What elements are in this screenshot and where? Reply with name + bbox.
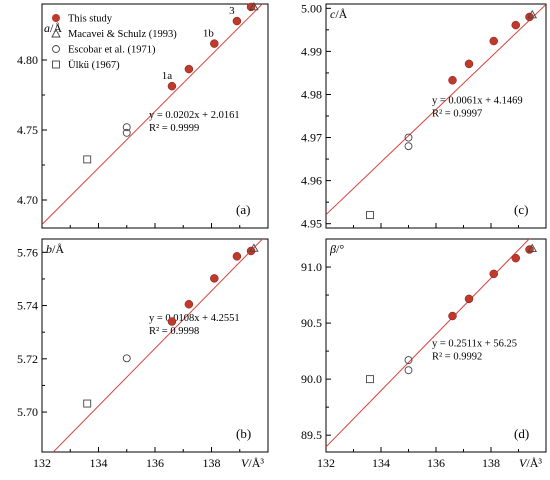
panel-a-point-escobar [122,123,131,132]
panel-a-ytick-label: 4.75 [17,123,38,137]
panel-d-point-this-study [489,269,498,279]
panel-d-r-squared: R² = 0.9992 [432,352,482,363]
panel-d-fit-line [326,239,530,448]
panel-b-xtick-label: 132 [33,456,51,470]
panel-d-y-axis-label: β/° [329,242,344,256]
panel-a-point-label: 4 [248,0,254,1]
panel-a: 4.70 4.75 4.80 a/Å y = 0.0202x + 2.0161 R² = … [17,0,269,229]
panel-b-point-this-study [184,299,194,309]
panel-c-point-this-study [448,75,457,85]
panel-a-point-label: 3 [229,5,235,17]
panel-c-fit-line [326,4,546,216]
panel-d-xtick-label: 138 [482,456,500,470]
panel-c-ytick-label: 4.98 [301,87,322,101]
panel-d-xtick-label: 132 [317,456,335,470]
panel-c-ytick-label: 4.95 [301,217,322,231]
panel-b-fit-line [52,239,264,452]
panel-b-ytick-label: 5.74 [17,299,38,313]
panel-a-ytick-label: 4.80 [17,53,38,67]
panel-d-point-ulku [366,375,374,384]
panel-c-ytick-label: 4.96 [301,174,322,188]
panel-a-point-ulku [83,155,92,164]
panel-d-ytick-label: 91.0 [301,260,322,274]
panel-c-point-macavei [527,9,538,19]
panel-b-equation: y = 0.0108x + 4.2551 [149,313,240,324]
panel-a-point-escobar [122,128,131,137]
panel-b-point-escobar [122,354,131,363]
panel-a-point-macavei [249,1,259,11]
panel-a-point-this-study [167,81,177,91]
panel-a-point-label: 1b [203,28,215,40]
panel-d-point-escobar [404,366,413,375]
panel-d-point-this-study [511,253,520,263]
legend-label-this-study: This study [68,14,113,25]
panel-b-panel-label: (b) [236,426,251,441]
panel-c-point-escobar [404,142,413,151]
panel-b-x-axis-label: V/Å³ [241,456,264,470]
panel-c-point-this-study [489,36,498,46]
panel-a-point-label: 1a [162,70,173,82]
panel-c-point-escobar [404,133,413,142]
panel-d-xtick-label: 136 [427,456,445,470]
panel-a-equation: y = 0.0202x + 2.0161 [149,110,240,121]
panel-b-ytick-label: 5.70 [17,405,38,419]
panel-d-point-this-study [448,311,457,321]
panel-b-ytick-label: 5.72 [17,352,38,366]
panel-d-ytick-label: 90.5 [301,316,322,330]
panel-c-y-axis-label: c/Å [330,7,348,21]
panel-b-xtick-label: 136 [146,456,164,470]
panel-c-equation: y = 0.0061x + 4.1469 [432,95,523,106]
legend-marker-this-study [52,14,60,22]
legend-label-macavei: Macavei & Schulz (1993) [68,29,177,40]
panel-a-point-this-study [232,16,242,26]
panel-d-point-this-study [464,294,474,304]
panel-a-point-this-study [184,64,194,74]
panel-c-point-this-study [511,20,520,30]
panel-d-point-escobar [404,356,413,365]
panel-b-point-ulku [83,399,92,408]
legend-marker-macavei [51,28,61,38]
panel-b: 5.70 5.72 5.74 5.76 132 134 136 138 b/Å V/Å³ y = 0… [17,238,269,470]
panel-c-point-this-study [525,12,534,22]
panel-d-panel-label: (d) [514,426,529,441]
panel-c-point-ulku [366,211,374,220]
panel-d-ytick-label: 89.5 [301,428,322,442]
legend-label-ulku: Ülkü (1967) [68,59,120,71]
panel-b-xtick-label: 134 [90,456,108,470]
legend-marker-escobar [52,45,60,53]
panel-b-xtick-label: 138 [203,456,221,470]
panel-a-panel-label: (a) [236,202,250,217]
panel-b-y-axis-label: b/Å [46,242,64,256]
panel-d-equation: y = 0.2511x + 56.25 [432,339,517,350]
panel-c-point-this-study [464,59,474,69]
legend-label-escobar: Escobar et al. (1971) [68,45,156,56]
panel-b-ytick-label: 5.76 [17,245,38,259]
panel-b-point-macavei [249,243,259,252]
panel-b-r-squared: R² = 0.9998 [149,326,199,337]
panel-d-xtick-label: 134 [372,456,390,470]
panel-d-x-axis-label: V/Å³ [519,456,542,470]
panel-d-point-macavei [527,243,538,252]
panel-c-panel-label: (c) [514,202,528,217]
legend-marker-ulku [52,60,60,69]
panel-a-r-squared: R² = 0.9999 [149,123,199,134]
panel-b-point-this-study [210,274,219,283]
panel-c-ytick-label: 4.97 [301,131,322,145]
legend: This study Macavei & Schulz (1993) Escob… [51,14,177,71]
panel-b-point-this-study [167,317,177,326]
panel-a-point-this-study [210,39,219,48]
panel-c: 4.95 4.96 4.97 4.98 4.99 5.00 c/Å y = 0.0061x +… [301,1,547,231]
panel-c-r-squared: R² = 0.9997 [432,108,482,119]
panel-d: 89.5 90.0 90.5 91.0 132 134 136 138 β/° V/Å³ y = 0… [301,238,547,470]
panel-a-ytick-label: 4.70 [17,193,38,207]
panel-a-fit-line [42,4,263,225]
panel-c-ytick-label: 5.00 [301,1,322,15]
panel-a-y-axis-label: a/Å [44,21,62,35]
panel-c-ytick-label: 4.99 [301,44,322,58]
panel-b-point-this-study [232,252,242,261]
panel-d-ytick-label: 90.0 [301,372,322,386]
